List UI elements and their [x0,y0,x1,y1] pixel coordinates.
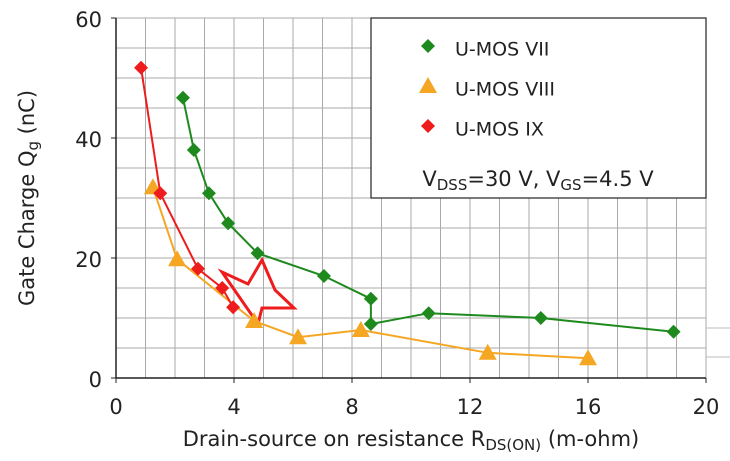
marker [289,328,308,345]
marker [421,306,436,321]
marker [533,311,548,325]
marker [153,186,168,201]
legend-label: U-MOS IX [455,119,544,141]
x-tick-label: 12 [457,395,484,419]
x-tick-label: 8 [345,395,358,419]
x-axis-label: Drain-source on resistance RDS(ON) (m-oh… [183,427,640,454]
marker [478,343,497,360]
y-tick-label: 0 [89,368,102,392]
arrow [217,256,298,328]
marker [168,250,187,267]
y-tick-label: 40 [75,128,102,152]
x-tick-label: 4 [227,395,240,419]
legend-label: U-MOS VIII [455,79,555,101]
y-tick-label: 20 [75,248,102,272]
annotation: VDSS=30 V, VGS=4.5 V [422,167,654,194]
legend-label: U-MOS VII [455,39,549,61]
x-tick-label: 16 [575,395,602,419]
x-tick-label: 0 [109,395,122,419]
marker [215,281,230,295]
legend-box [370,17,707,199]
legend-marker [421,119,435,133]
marker [226,300,241,315]
series-line [151,186,589,360]
marker [201,186,216,201]
marker [191,261,206,276]
marker [245,312,264,328]
marker [666,324,681,339]
marker [363,291,378,306]
x-tick-label: 20 [693,395,720,419]
y-axis-label: Gate Charge Qg (nC) [15,90,42,306]
marker [351,321,370,337]
marker [175,90,190,105]
y-tick-label: 60 [75,8,102,32]
marker [363,317,378,331]
marker [250,246,265,261]
marker [186,143,201,157]
marker [316,269,331,283]
marker [134,60,149,75]
marker [221,216,236,231]
legend-marker [419,77,437,93]
marker [579,349,597,366]
legend-marker [421,39,435,53]
